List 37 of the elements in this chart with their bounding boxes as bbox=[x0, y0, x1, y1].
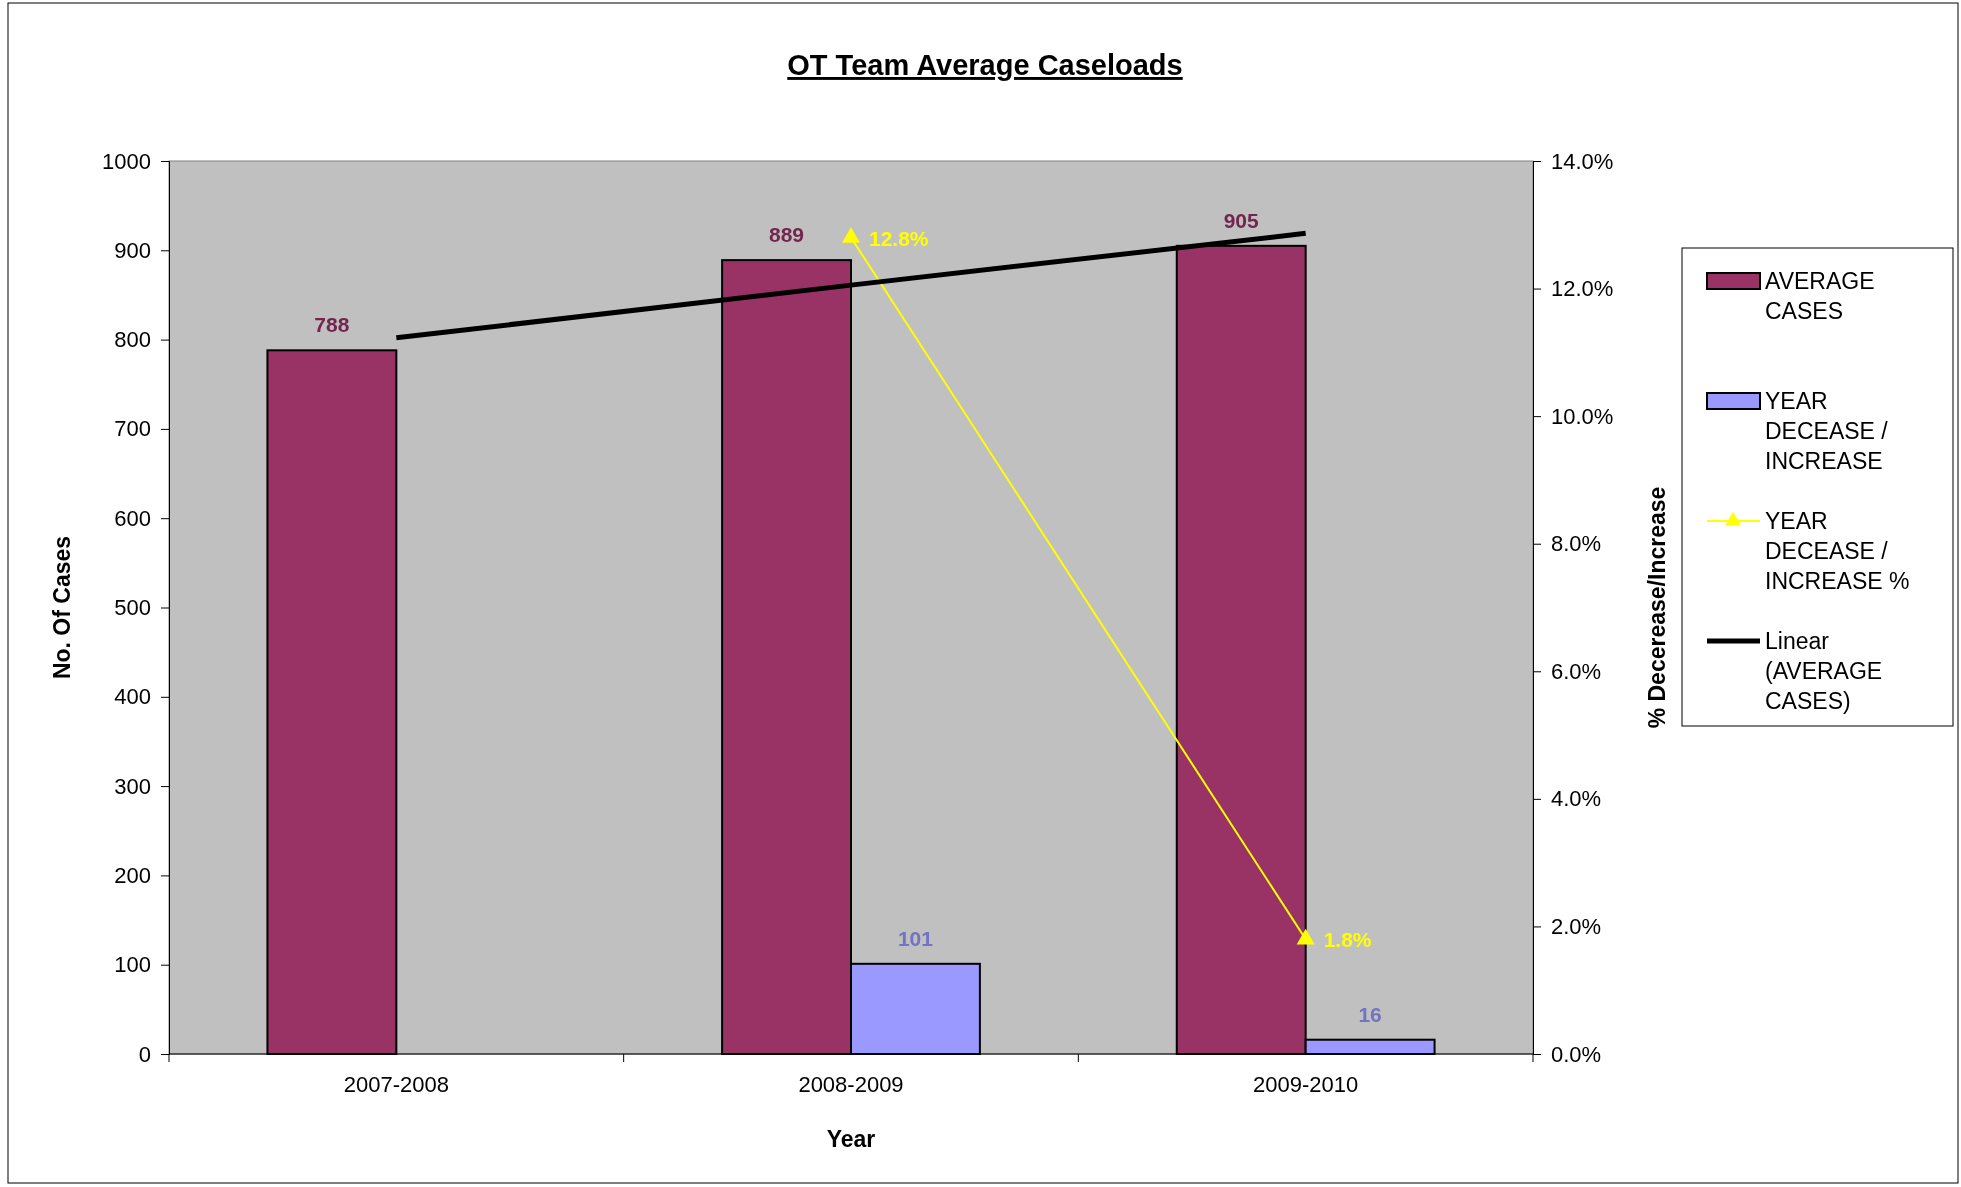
y-tick-label: 600 bbox=[114, 505, 151, 531]
data-label: 101 bbox=[897, 926, 934, 950]
data-label: 889 bbox=[769, 223, 805, 247]
data-label: 905 bbox=[1223, 208, 1260, 232]
y-tick-label: 700 bbox=[114, 416, 151, 442]
x-tick-label: 2007-2008 bbox=[343, 1072, 449, 1097]
chart-title: OT Team Average Caseloads bbox=[787, 49, 1183, 81]
data-label: 788 bbox=[314, 313, 350, 337]
data-label: 1.8% bbox=[1323, 928, 1372, 952]
x-tick-label: 2009-2010 bbox=[1253, 1072, 1359, 1097]
y2-axis-title: % Decerease/Increase bbox=[1644, 486, 1670, 729]
y2-tick-label: 8.0% bbox=[1551, 531, 1602, 557]
data-label: 16 bbox=[1358, 1002, 1382, 1026]
y2-tick-label: 6.0% bbox=[1551, 658, 1602, 684]
y-tick-label: 500 bbox=[114, 595, 151, 621]
legend-label: YEAR DECEASE / INCREASE bbox=[1765, 388, 1889, 474]
y2-tick-label: 14.0% bbox=[1551, 148, 1614, 174]
y-tick-label: 200 bbox=[114, 862, 151, 888]
y2-tick-label: 0.0% bbox=[1551, 1041, 1602, 1067]
y-axis-title: No. Of Cases bbox=[49, 535, 75, 680]
x-tick-label: 2008-2009 bbox=[798, 1072, 904, 1097]
y2-tick-label: 2.0% bbox=[1551, 913, 1602, 939]
legend-label: AVERAGE CASES bbox=[1765, 268, 1875, 324]
legend-label: YEAR DECEASE / INCREASE % bbox=[1765, 508, 1910, 594]
y2-tick-label: 10.0% bbox=[1551, 403, 1614, 429]
legend-label: Linear (AVERAGE CASES) bbox=[1765, 628, 1883, 714]
data-label: 12.8% bbox=[869, 226, 929, 250]
y-tick-label: 1000 bbox=[102, 148, 151, 174]
y-tick-label: 0 bbox=[138, 1041, 151, 1067]
y2-tick-label: 4.0% bbox=[1551, 786, 1602, 812]
y2-tick-label: 12.0% bbox=[1551, 276, 1614, 302]
x-axis-title: Year bbox=[826, 1126, 876, 1152]
y-tick-label: 800 bbox=[114, 327, 151, 353]
y-tick-label: 300 bbox=[114, 773, 151, 799]
y-tick-label: 900 bbox=[114, 237, 151, 263]
y-tick-label: 400 bbox=[114, 684, 151, 710]
y-tick-label: 100 bbox=[114, 952, 151, 978]
